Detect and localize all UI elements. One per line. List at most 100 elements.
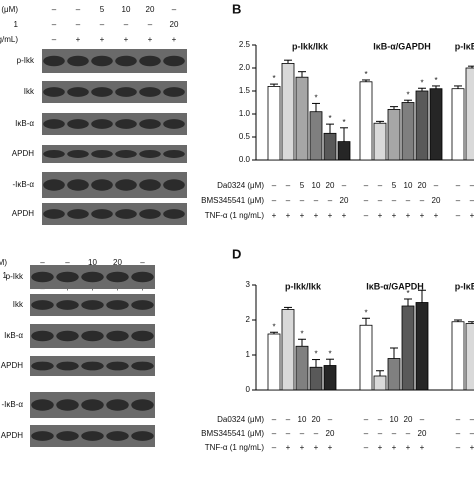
- blot-band: [106, 330, 129, 342]
- condition-cell: –: [378, 429, 383, 438]
- condition-label: 4 (μM): [0, 258, 7, 267]
- significance: *: [314, 350, 317, 359]
- condition-cell: –: [52, 35, 57, 44]
- blot-band: [163, 150, 185, 158]
- blot-band: [43, 87, 65, 97]
- condition-label: 1: [3, 271, 8, 280]
- blot-strip: [42, 49, 187, 73]
- condition-cell: +: [406, 443, 411, 452]
- condition-cell: –: [272, 443, 277, 452]
- blot-strip: [42, 145, 187, 163]
- condition-cell: –: [434, 181, 439, 190]
- condition-cell: +: [378, 211, 383, 220]
- condition-cell: –: [470, 415, 474, 424]
- condition-cell: –: [378, 196, 383, 205]
- blot-band: [115, 179, 137, 191]
- condition-cell: +: [434, 211, 439, 220]
- bar: [401, 102, 415, 161]
- condition-cell: –: [100, 20, 105, 29]
- condition-cell: –: [420, 196, 425, 205]
- bar: [359, 81, 373, 161]
- condition-cell: –: [364, 443, 369, 452]
- blot-band: [91, 119, 113, 129]
- blot-band: [115, 87, 137, 97]
- group-title: p-Ikk/Ikk: [292, 41, 329, 51]
- bar: [415, 302, 429, 391]
- blot-band: [115, 119, 137, 129]
- condition-cell: –: [328, 196, 333, 205]
- bar: [359, 324, 373, 391]
- blot-band: [139, 209, 161, 219]
- blot-band: [139, 119, 161, 129]
- condition-cell: –: [300, 196, 305, 205]
- condition-cell: –: [140, 258, 145, 267]
- condition-cell: 20: [170, 20, 179, 29]
- blot-band: [163, 119, 185, 129]
- condition-cell: +: [342, 211, 347, 220]
- condition-cell: –: [392, 196, 397, 205]
- condition-cell: –: [470, 181, 474, 190]
- blot-label: APDH: [12, 209, 34, 218]
- blot-band: [106, 399, 129, 411]
- condition-cell: –: [328, 415, 333, 424]
- condition-label: Da0324 (μM): [217, 415, 264, 424]
- condition-cell: 10: [88, 258, 97, 267]
- blot-band: [67, 119, 89, 129]
- blot-strip: [42, 203, 187, 225]
- bar: [323, 365, 337, 391]
- blot-band: [56, 431, 79, 441]
- condition-cell: 5: [100, 5, 105, 14]
- condition-cell: 20: [326, 181, 335, 190]
- group-title: p-IκB: [455, 281, 474, 291]
- condition-cell: 10: [122, 5, 131, 14]
- blot-label: Ikk: [24, 87, 35, 96]
- y-tick-label: 1.5: [239, 86, 251, 95]
- bar: [465, 323, 474, 391]
- condition-cell: –: [364, 181, 369, 190]
- blot-band: [106, 300, 129, 310]
- condition-cell: 5: [392, 181, 397, 190]
- y-tick-label: 0: [246, 385, 251, 394]
- condition-cell: –: [76, 5, 81, 14]
- blot-band: [106, 431, 129, 441]
- condition-cell: 20: [146, 5, 155, 14]
- blot-band: [67, 55, 89, 67]
- bar: [309, 111, 323, 161]
- condition-label: Da0324 (μM): [217, 181, 264, 190]
- significance: *: [272, 74, 275, 83]
- condition-cell: –: [470, 429, 474, 438]
- significance: *: [364, 70, 367, 79]
- significance: *: [328, 349, 331, 358]
- condition-cell: +: [172, 35, 177, 44]
- condition-cell: –: [272, 196, 277, 205]
- condition-cell: –: [76, 20, 81, 29]
- condition-cell: +: [420, 443, 425, 452]
- significance: *: [314, 94, 317, 103]
- blot-band: [81, 399, 104, 411]
- blot-band: [31, 431, 54, 441]
- y-tick-label: 1: [246, 350, 251, 359]
- blot-strip: [42, 81, 187, 103]
- condition-cell: +: [378, 443, 383, 452]
- condition-cell: 20: [113, 258, 122, 267]
- significance: *: [406, 90, 409, 99]
- blot-band: [139, 55, 161, 67]
- condition-cell: –: [52, 20, 57, 29]
- significance: *: [406, 289, 409, 298]
- y-tick-label: 3: [246, 280, 251, 289]
- bar: [451, 321, 465, 391]
- condition-cell: +: [76, 35, 81, 44]
- blot-band: [67, 150, 89, 158]
- bar: [429, 88, 443, 161]
- blot-strip: [42, 113, 187, 135]
- blot-band: [91, 87, 113, 97]
- condition-cell: –: [456, 181, 461, 190]
- condition-cell: +: [148, 35, 153, 44]
- blot-band: [81, 330, 104, 342]
- condition-cell: 10: [390, 415, 399, 424]
- blot-band: [81, 431, 104, 441]
- blot-band: [106, 271, 129, 283]
- condition-label: TNF-α (1 ng/mL): [205, 211, 265, 220]
- condition-cell: 20: [418, 429, 427, 438]
